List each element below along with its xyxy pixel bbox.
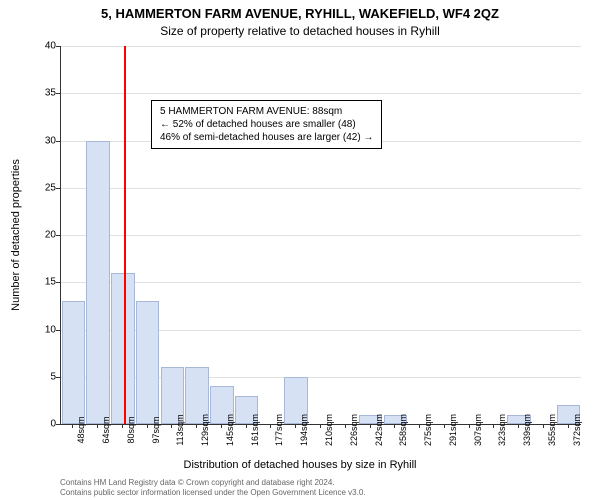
y-tick: [56, 377, 60, 378]
x-tick: [320, 424, 321, 428]
gridline: [61, 93, 581, 94]
x-tick-label: 226sqm: [349, 414, 359, 446]
x-tick-label: 339sqm: [522, 414, 532, 446]
x-tick: [394, 424, 395, 428]
x-tick: [97, 424, 98, 428]
y-tick-label: 40: [16, 41, 56, 52]
x-tick-label: 372sqm: [572, 414, 582, 446]
x-tick-label: 275sqm: [423, 414, 433, 446]
bar: [86, 141, 110, 425]
gridline: [61, 235, 581, 236]
x-tick: [518, 424, 519, 428]
x-tick: [246, 424, 247, 428]
info-line-3: 46% of semi-detached houses are larger (…: [160, 131, 373, 144]
x-tick: [295, 424, 296, 428]
x-tick-label: 177sqm: [274, 414, 284, 446]
x-tick: [171, 424, 172, 428]
x-tick-label: 48sqm: [76, 416, 86, 443]
x-tick: [147, 424, 148, 428]
y-tick-label: 35: [16, 88, 56, 99]
y-tick-label: 0: [16, 419, 56, 430]
x-tick-label: 161sqm: [250, 414, 260, 446]
chart-title-main: 5, HAMMERTON FARM AVENUE, RYHILL, WAKEFI…: [0, 6, 600, 21]
gridline: [61, 188, 581, 189]
gridline: [61, 46, 581, 47]
y-tick: [56, 93, 60, 94]
x-tick-label: 291sqm: [448, 414, 458, 446]
x-tick: [419, 424, 420, 428]
x-tick-label: 97sqm: [151, 416, 161, 443]
y-tick-label: 30: [16, 135, 56, 146]
chart-plot-area: 5 HAMMERTON FARM AVENUE: 88sqm ← 52% of …: [60, 46, 581, 425]
credits: Contains HM Land Registry data © Crown c…: [60, 478, 366, 497]
x-tick: [568, 424, 569, 428]
marker-line: [124, 46, 126, 424]
x-tick-label: 242sqm: [374, 414, 384, 446]
y-tick-label: 15: [16, 277, 56, 288]
x-tick-label: 145sqm: [225, 414, 235, 446]
x-tick-label: 307sqm: [473, 414, 483, 446]
x-axis-label: Distribution of detached houses by size …: [0, 459, 600, 471]
y-tick-label: 25: [16, 182, 56, 193]
info-line-1: 5 HAMMERTON FARM AVENUE: 88sqm: [160, 105, 373, 118]
bar: [136, 301, 160, 424]
chart-container: 5, HAMMERTON FARM AVENUE, RYHILL, WAKEFI…: [0, 0, 600, 500]
y-tick: [56, 235, 60, 236]
x-tick: [493, 424, 494, 428]
y-tick: [56, 46, 60, 47]
x-tick: [270, 424, 271, 428]
y-tick: [56, 330, 60, 331]
y-tick: [56, 424, 60, 425]
x-tick: [221, 424, 222, 428]
x-tick: [345, 424, 346, 428]
x-tick: [370, 424, 371, 428]
info-box: 5 HAMMERTON FARM AVENUE: 88sqm ← 52% of …: [151, 100, 382, 149]
credits-line-2: Contains public sector information licen…: [60, 488, 366, 498]
x-tick-label: 80sqm: [126, 416, 136, 443]
x-tick-label: 129sqm: [200, 414, 210, 446]
y-tick-label: 10: [16, 324, 56, 335]
credits-line-1: Contains HM Land Registry data © Crown c…: [60, 478, 366, 488]
x-tick-label: 323sqm: [497, 414, 507, 446]
gridline: [61, 282, 581, 283]
x-tick-label: 355sqm: [547, 414, 557, 446]
x-tick-label: 258sqm: [398, 414, 408, 446]
info-line-2: ← 52% of detached houses are smaller (48…: [160, 118, 373, 131]
y-tick: [56, 141, 60, 142]
x-tick: [444, 424, 445, 428]
x-tick-label: 210sqm: [324, 414, 334, 446]
x-tick: [543, 424, 544, 428]
y-tick-label: 5: [16, 371, 56, 382]
y-tick: [56, 282, 60, 283]
y-axis-label: Number of detached properties: [10, 83, 22, 235]
bar: [111, 273, 135, 424]
x-tick: [72, 424, 73, 428]
y-tick: [56, 188, 60, 189]
x-tick: [196, 424, 197, 428]
x-tick-label: 194sqm: [299, 414, 309, 446]
chart-title-sub: Size of property relative to detached ho…: [0, 24, 600, 38]
x-tick: [122, 424, 123, 428]
x-tick: [469, 424, 470, 428]
bar: [62, 301, 86, 424]
x-tick-label: 113sqm: [175, 414, 185, 445]
y-tick-label: 20: [16, 230, 56, 241]
x-tick-label: 64sqm: [101, 416, 111, 443]
